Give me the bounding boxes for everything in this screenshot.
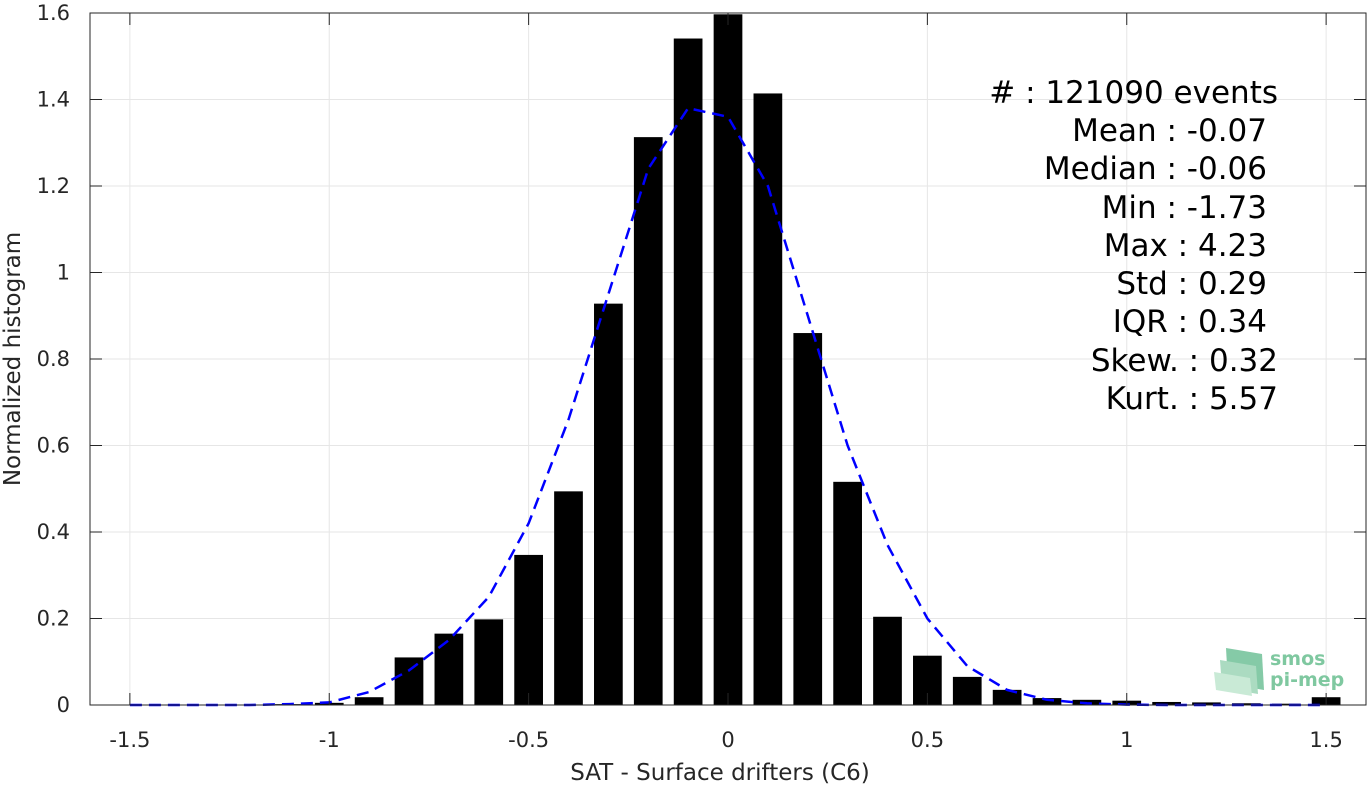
histogram-bar <box>753 93 783 705</box>
y-axis-title: Normalized histogram <box>0 232 26 486</box>
stats-iqr: IQR : 0.34 <box>1113 304 1267 340</box>
stats-mean: Mean : -0.07 <box>1072 113 1267 149</box>
y-tick-label: 0.8 <box>37 347 70 371</box>
x-tick-label: -1 <box>319 728 340 752</box>
histogram-bar <box>514 554 543 705</box>
histogram-bar <box>833 481 862 705</box>
x-tick-label: -1.5 <box>109 728 150 752</box>
histogram-bar <box>633 137 663 705</box>
axis-ticks <box>90 12 1366 706</box>
stats-kurt: Kurt. : 5.57 <box>1106 381 1278 417</box>
stats-std: Std : 0.29 <box>1116 266 1267 302</box>
histogram-bar <box>554 491 583 705</box>
x-tick-label: 0.5 <box>911 728 944 752</box>
stats-events: # : 121090 events <box>989 75 1278 111</box>
y-tick-label: 0 <box>57 693 70 717</box>
x-tick-label: 1.5 <box>1309 728 1342 752</box>
histogram-bar <box>793 333 823 705</box>
histogram-bar <box>873 616 902 705</box>
y-tick-label: 1.2 <box>37 174 70 198</box>
histogram-bar <box>673 38 703 705</box>
x-tick-labels: -1.5 -1 -0.5 0 0.5 1 1.5 <box>109 728 1342 752</box>
stats-box: # : 121090 events Mean : -0.07 Median : … <box>989 75 1278 417</box>
y-tick-label: 1.6 <box>37 1 70 25</box>
smos-pi-mep-logo: smos pi-mep <box>1214 648 1344 696</box>
histogram-bars <box>115 14 1341 706</box>
histogram-bar <box>1032 698 1062 705</box>
histogram-bar <box>1271 703 1301 705</box>
histogram-bar <box>713 14 743 706</box>
logo-text-pi-mep: pi-mep <box>1270 669 1344 691</box>
logo-text-smos: smos <box>1270 648 1325 670</box>
y-tick-labels: 0 0.2 0.4 0.6 0.8 1 1.2 1.4 1.6 <box>37 1 70 717</box>
histogram-bar <box>594 303 623 705</box>
y-tick-label: 1.4 <box>37 88 70 112</box>
y-tick-label: 0.6 <box>37 434 70 458</box>
histogram-bar <box>1152 701 1181 705</box>
x-axis-title: SAT - Surface drifters (C6) <box>570 760 870 785</box>
histogram-bar <box>434 633 464 705</box>
stats-skew: Skew. : 0.32 <box>1091 343 1278 379</box>
histogram-bar <box>1192 702 1221 705</box>
logo-graphic-icon <box>1214 648 1264 696</box>
histogram-bar <box>952 676 982 705</box>
histogram-bar <box>1232 703 1261 705</box>
histogram-bar <box>992 689 1022 705</box>
stats-max: Max : 4.23 <box>1104 228 1267 264</box>
y-tick-label: 1 <box>57 261 70 285</box>
histogram-bar <box>394 657 424 705</box>
y-tick-label: 0.4 <box>37 520 70 544</box>
stats-min: Min : -1.73 <box>1102 190 1267 226</box>
x-tick-label: 0 <box>721 728 734 752</box>
stats-median: Median : -0.06 <box>1044 151 1267 187</box>
histogram-bar <box>354 697 384 705</box>
histogram-bar <box>474 619 504 705</box>
x-tick-label: -0.5 <box>508 728 549 752</box>
y-tick-label: 0.2 <box>37 607 70 631</box>
x-tick-label: 1 <box>1120 728 1133 752</box>
